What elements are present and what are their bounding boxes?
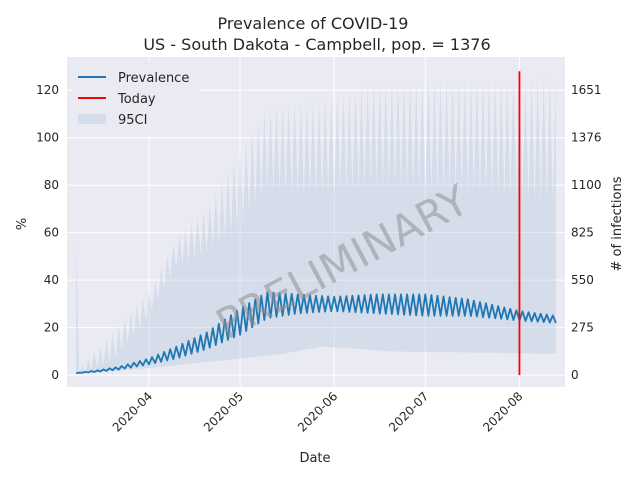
legend-prevalence-label: Prevalence <box>118 71 189 86</box>
legend-95ci-swatch <box>78 114 106 124</box>
y-tick-label: 80 <box>44 178 59 192</box>
y-tick-label: 0 <box>51 368 59 382</box>
y-tick-label: 60 <box>44 226 59 240</box>
prevalence-series <box>75 291 557 375</box>
y-tick-label: 100 <box>36 131 59 145</box>
y2-tick-label: 550 <box>571 273 594 287</box>
y2-tick-label: 1651 <box>571 83 602 97</box>
chart-subtitle: US - South Dakota - Campbell, pop. = 137… <box>143 35 490 54</box>
legend-95ci-label: 95CI <box>118 113 147 128</box>
y2-tick-label: 1376 <box>571 131 602 145</box>
y2-tick-label: 1100 <box>571 178 602 192</box>
prevalence-line <box>75 291 557 375</box>
y2-tick-label: 0 <box>571 368 579 382</box>
legend-today-label: Today <box>117 92 156 107</box>
x-axis-label: Date <box>299 451 330 466</box>
x-tick-label: 2020-07 <box>386 389 431 434</box>
legend: Prevalence Today 95CI <box>72 62 200 134</box>
x-tick-label: 2020-06 <box>295 389 340 434</box>
x-tick-label: 2020-05 <box>201 389 246 434</box>
y2-tick-label: 825 <box>571 226 594 240</box>
y-axis-right: 0 275 550 825 1100 1376 1651 <box>571 83 602 382</box>
x-tick-label: 2020-08 <box>480 389 525 434</box>
y2-axis-label: # of infections <box>610 176 625 271</box>
y-axis-label: % <box>15 218 30 230</box>
y-axis-left: 0 20 40 60 80 100 120 <box>36 83 59 382</box>
y2-tick-label: 275 <box>571 321 594 335</box>
x-tick-label: 2020-04 <box>110 389 155 434</box>
chart-title: Prevalence of COVID-19 <box>218 14 409 33</box>
x-axis: 2020-04 2020-05 2020-06 2020-07 2020-08 <box>110 389 526 434</box>
y-tick-label: 40 <box>44 273 59 287</box>
y-tick-label: 120 <box>36 83 59 97</box>
y-tick-label: 20 <box>44 321 59 335</box>
